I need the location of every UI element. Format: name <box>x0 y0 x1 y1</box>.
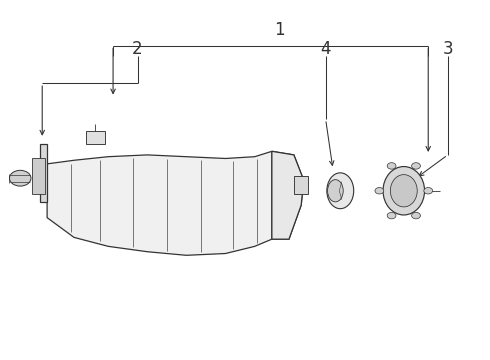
FancyBboxPatch shape <box>32 158 45 194</box>
Circle shape <box>375 188 384 194</box>
Polygon shape <box>47 151 272 255</box>
Circle shape <box>424 188 433 194</box>
Circle shape <box>412 212 420 219</box>
Circle shape <box>387 163 396 169</box>
Ellipse shape <box>391 175 417 207</box>
Text: 2: 2 <box>132 40 143 58</box>
Ellipse shape <box>327 173 354 209</box>
Circle shape <box>412 163 420 169</box>
Ellipse shape <box>383 167 424 215</box>
Text: 4: 4 <box>320 40 331 58</box>
Text: 3: 3 <box>442 40 453 58</box>
Circle shape <box>387 212 396 219</box>
Polygon shape <box>272 151 304 239</box>
Polygon shape <box>40 144 47 202</box>
Text: 1: 1 <box>274 21 285 39</box>
FancyBboxPatch shape <box>86 131 105 144</box>
FancyBboxPatch shape <box>294 176 308 194</box>
Circle shape <box>9 170 31 186</box>
Ellipse shape <box>328 180 343 202</box>
